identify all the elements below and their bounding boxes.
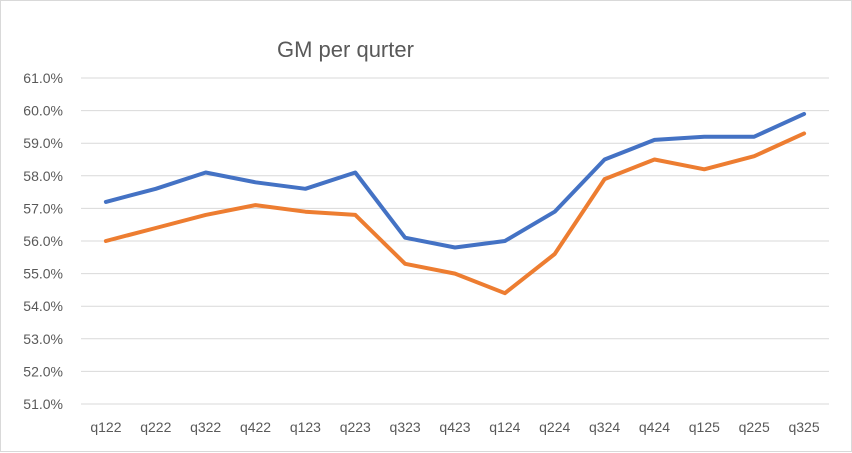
- x-tick-label: q325: [788, 419, 819, 435]
- y-tick-label: 53.0%: [23, 331, 63, 347]
- y-tick-label: 54.0%: [23, 298, 63, 314]
- y-tick-label: 55.0%: [23, 266, 63, 282]
- y-tick-label: 52.0%: [23, 363, 63, 379]
- gridlines: [81, 77, 829, 405]
- y-tick-label: 58.0%: [23, 168, 63, 184]
- x-tick-label: q125: [689, 419, 720, 435]
- x-tick-label: q123: [290, 419, 321, 435]
- series-line-1: [103, 111, 807, 250]
- y-tick-label: 56.0%: [23, 233, 63, 249]
- y-tick-label: 51.0%: [23, 396, 63, 412]
- x-tick-label: q223: [340, 419, 371, 435]
- y-tick-label: 59.0%: [23, 135, 63, 151]
- series-lines: [103, 111, 807, 296]
- x-tick-label: q124: [489, 419, 520, 435]
- x-tick-label: q225: [739, 419, 770, 435]
- x-tick-label: q423: [439, 419, 470, 435]
- y-tick-label: 57.0%: [23, 200, 63, 216]
- y-axis-tick-labels: 51.0% 52.0% 53.0% 54.0% 55.0% 56.0% 57.0% 58.0%…: [23, 70, 63, 412]
- x-axis-tick-labels: q122 q222 q322 q422 q123 q223 q323 q423 q124 q224…: [90, 419, 819, 435]
- x-tick-label: q424: [639, 419, 670, 435]
- x-tick-label: q222: [140, 419, 171, 435]
- chart-title: GM per qurter: [277, 37, 414, 62]
- x-tick-label: q324: [589, 419, 620, 435]
- series-line-2: [103, 131, 807, 296]
- x-tick-label: q122: [90, 419, 121, 435]
- y-tick-label: 60.0%: [23, 103, 63, 119]
- x-tick-label: q322: [190, 419, 221, 435]
- x-tick-label: q422: [240, 419, 271, 435]
- x-tick-label: q323: [390, 419, 421, 435]
- y-tick-label: 61.0%: [23, 70, 63, 86]
- x-tick-label: q224: [539, 419, 570, 435]
